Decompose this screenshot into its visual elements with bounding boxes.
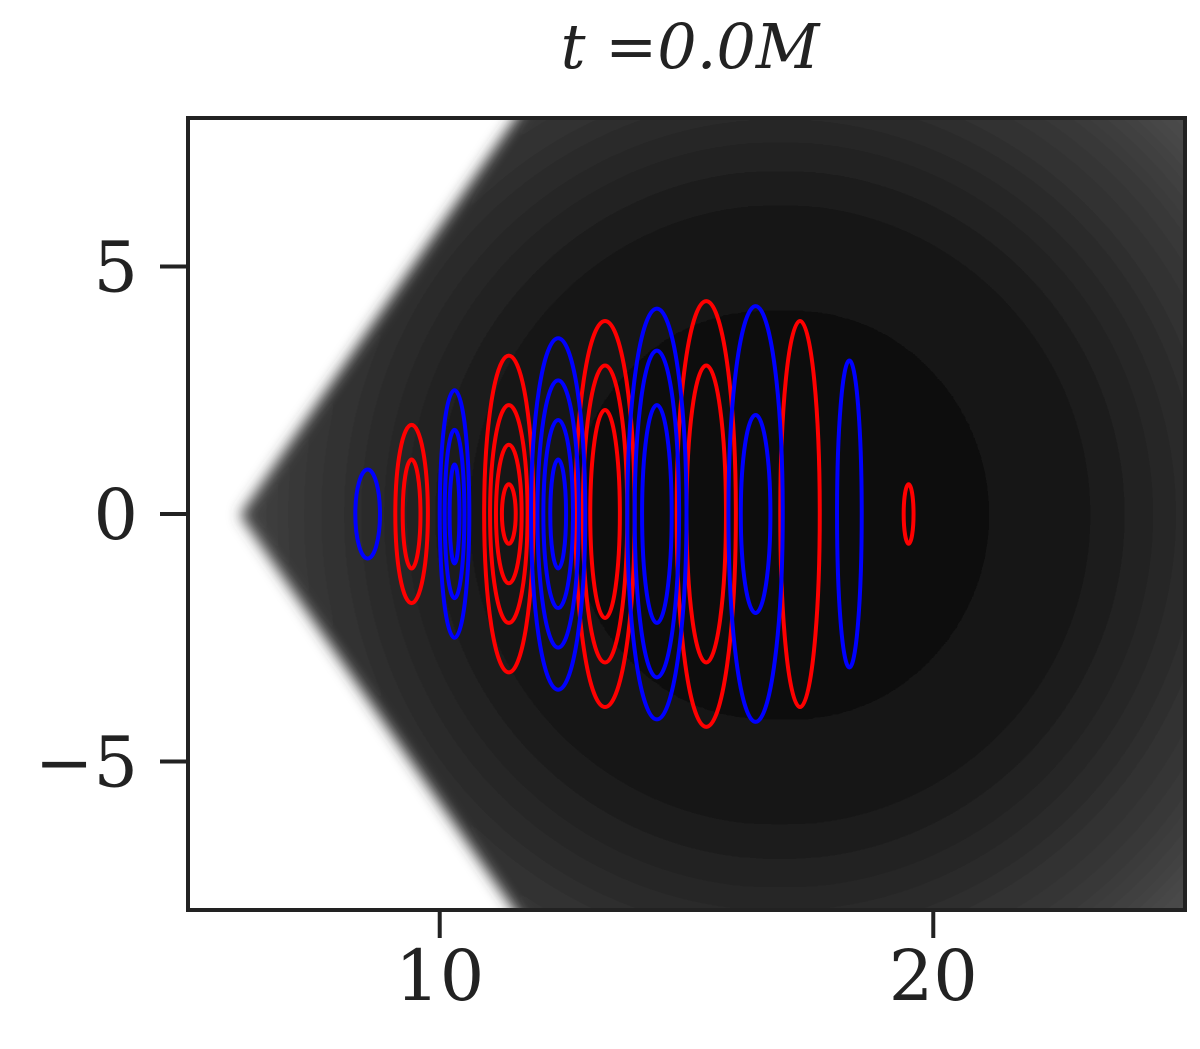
contours xyxy=(353,299,916,729)
contour-line xyxy=(738,413,773,615)
contour-line xyxy=(437,388,472,640)
contour-line xyxy=(674,299,738,729)
chart-title: t =0.0M xyxy=(561,10,821,83)
contour-line xyxy=(400,457,423,571)
contour-line xyxy=(493,442,524,586)
y-tick-label: −5 xyxy=(35,722,138,804)
contour-line xyxy=(535,378,581,650)
contour-line xyxy=(353,467,382,561)
contour-line xyxy=(640,403,674,625)
contour-line xyxy=(447,462,462,566)
contour-line xyxy=(632,348,682,680)
x-tick-label: 10 xyxy=(395,935,484,1017)
field xyxy=(240,118,1185,910)
y-tick-label: 0 xyxy=(93,474,138,556)
axes: 10 20 5 0 −5 xyxy=(35,227,978,1018)
contour-line xyxy=(499,482,518,546)
contour-line xyxy=(588,408,622,620)
x-tick-label: 20 xyxy=(889,935,978,1017)
contour-line xyxy=(625,306,689,722)
contour-line xyxy=(726,304,785,724)
plot-area xyxy=(188,118,1185,910)
contour-line xyxy=(548,457,569,571)
contour-line xyxy=(442,427,467,601)
contour-line xyxy=(835,358,864,670)
y-tick-label: 5 xyxy=(93,227,138,309)
contour-line xyxy=(482,353,536,675)
contour-line xyxy=(393,422,430,606)
contour-line xyxy=(488,403,530,625)
contour-line xyxy=(529,336,588,692)
contour-line xyxy=(778,318,822,710)
contour-line xyxy=(541,417,575,611)
contour-line xyxy=(901,482,916,546)
